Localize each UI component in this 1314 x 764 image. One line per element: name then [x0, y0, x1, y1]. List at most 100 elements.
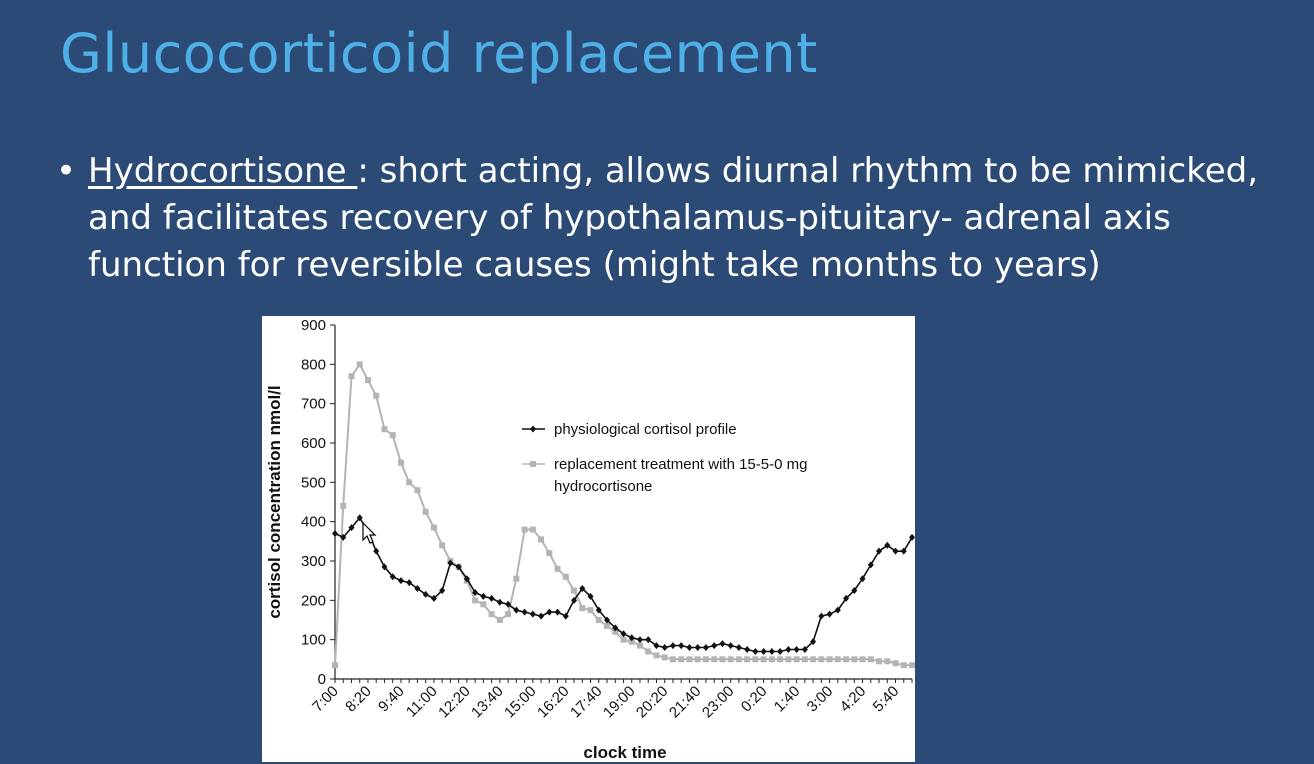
- data-point: [604, 622, 611, 629]
- data-point: [414, 487, 421, 494]
- data-point: [760, 647, 767, 655]
- data-point: [571, 587, 578, 594]
- data-point: [777, 647, 784, 655]
- data-point: [571, 596, 578, 604]
- y-tick-label: 400: [301, 514, 326, 531]
- data-point: [702, 656, 709, 663]
- data-point: [892, 547, 899, 555]
- chart-legend: physiological cortisol profile replacemen…: [522, 421, 807, 495]
- data-point: [851, 656, 858, 663]
- data-point: [859, 656, 866, 663]
- data-point: [669, 656, 676, 663]
- bullet-term: Hydrocortisone: [88, 151, 358, 191]
- data-point: [867, 561, 874, 569]
- data-point: [876, 658, 883, 665]
- y-tick-label: 900: [301, 317, 326, 334]
- legend-marker: [530, 425, 536, 433]
- data-point: [472, 597, 479, 604]
- x-tick-label: 15:00: [501, 683, 540, 722]
- data-point: [678, 642, 685, 650]
- x-tick-label: 7:00: [309, 683, 342, 716]
- data-point: [414, 585, 421, 593]
- data-point: [645, 636, 652, 644]
- y-tick-label: 0: [318, 671, 326, 688]
- data-point: [834, 656, 841, 663]
- data-point: [678, 656, 685, 663]
- data-point: [744, 656, 751, 663]
- data-point: [876, 547, 883, 555]
- data-point: [834, 606, 841, 614]
- data-point: [579, 585, 586, 593]
- data-point: [364, 377, 371, 384]
- data-point: [735, 644, 742, 652]
- data-point: [719, 640, 726, 648]
- data-point: [513, 606, 520, 614]
- chart-svg: 0 100 200 300 400 500 600 700 800 900 7:00 8:20 9:40…: [265, 317, 915, 762]
- data-point: [900, 662, 907, 669]
- data-point: [645, 648, 652, 655]
- data-point: [538, 612, 545, 620]
- data-point: [505, 611, 512, 618]
- data-point: [884, 658, 891, 665]
- data-point: [546, 608, 553, 616]
- data-point: [496, 617, 503, 623]
- x-tick-label: 16:20: [534, 683, 573, 722]
- data-point: [430, 524, 437, 531]
- y-tick-label: 500: [301, 474, 326, 491]
- data-point: [455, 563, 462, 571]
- data-point: [332, 529, 338, 537]
- data-point: [538, 536, 545, 543]
- data-point: [554, 565, 561, 572]
- data-point: [785, 656, 792, 663]
- chart-series: [332, 361, 915, 669]
- data-point: [727, 642, 734, 650]
- data-point: [768, 656, 775, 663]
- y-tick-label: 800: [301, 356, 326, 373]
- data-point: [694, 656, 701, 663]
- data-point: [793, 656, 800, 663]
- data-point: [801, 656, 808, 663]
- x-tick-label: 19:00: [600, 683, 639, 722]
- data-point: [340, 533, 347, 541]
- x-tick-label: 20:20: [633, 683, 672, 722]
- data-point: [513, 575, 520, 582]
- data-point: [752, 656, 759, 663]
- data-point: [480, 601, 487, 608]
- y-tick-label: 700: [301, 396, 326, 413]
- bullet-separator: :: [357, 151, 380, 191]
- data-point: [727, 656, 734, 663]
- data-point: [620, 636, 627, 643]
- data-point: [653, 652, 660, 659]
- y-tick-label: 600: [301, 435, 326, 452]
- x-tick-label: 23:00: [699, 683, 738, 722]
- x-tick-label: 21:40: [666, 683, 705, 722]
- data-point: [826, 656, 833, 663]
- data-point: [612, 628, 619, 635]
- data-point: [661, 654, 668, 661]
- x-tick-label: 3:00: [804, 683, 837, 716]
- data-point: [521, 526, 528, 533]
- data-point: [587, 592, 594, 600]
- data-point: [884, 541, 891, 549]
- data-point: [760, 656, 767, 663]
- data-point: [826, 610, 833, 618]
- data-point: [612, 624, 619, 632]
- bullet-body: short acting, allows diurnal rhythm to b…: [88, 151, 1259, 285]
- data-point: [818, 656, 825, 663]
- data-point: [447, 559, 454, 567]
- data-point: [505, 600, 512, 608]
- x-tick-label: 4:20: [837, 683, 870, 716]
- data-point: [480, 592, 487, 600]
- data-point: [810, 656, 817, 663]
- x-tick-label: 1:40: [771, 683, 804, 716]
- data-point: [851, 587, 858, 594]
- y-tick-label: 200: [301, 592, 326, 609]
- legend-label: physiological cortisol profile: [554, 421, 737, 438]
- data-point: [843, 656, 850, 663]
- data-point: [488, 594, 495, 602]
- data-point: [752, 647, 759, 655]
- data-point: [604, 616, 611, 624]
- data-point: [422, 508, 429, 515]
- x-axis-label: clock time: [583, 743, 666, 762]
- data-point: [892, 660, 899, 667]
